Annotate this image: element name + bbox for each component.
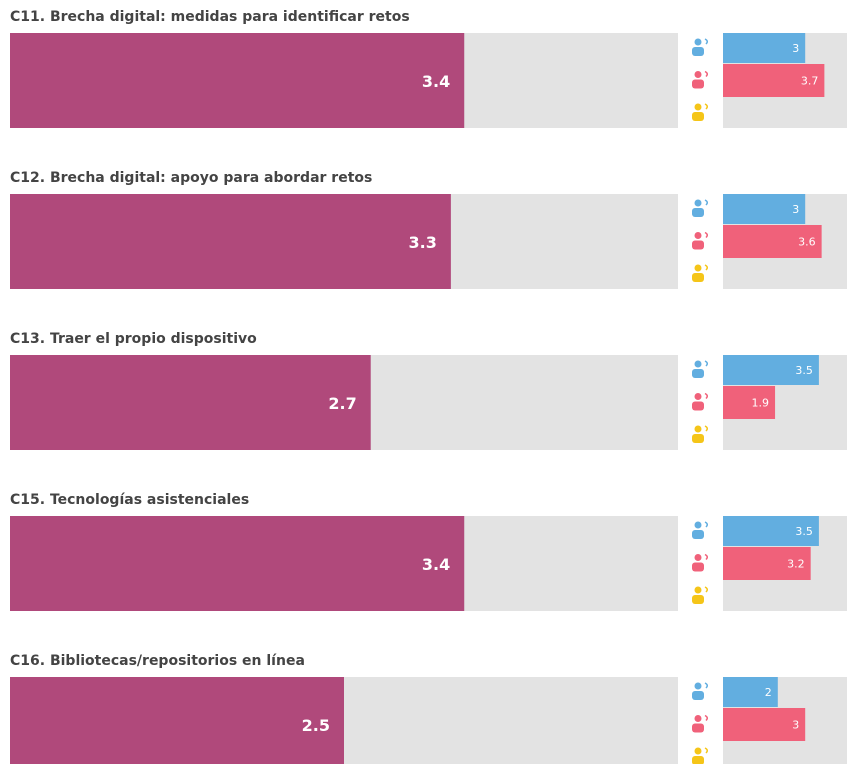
- icon-head: [694, 682, 702, 690]
- person-icon: [692, 553, 709, 572]
- small-bar-label: 3: [792, 203, 799, 216]
- icon-body: [692, 562, 704, 572]
- icon-body: [692, 595, 704, 604]
- icon-body: [692, 79, 704, 89]
- person-icon: [692, 360, 709, 378]
- person-icon: [692, 682, 709, 700]
- icon-body: [692, 369, 704, 378]
- small-bar: [723, 708, 806, 741]
- icon-head: [694, 71, 702, 78]
- person-icon: [692, 70, 709, 89]
- person-icon: [692, 38, 709, 56]
- icon-sign: [704, 521, 709, 528]
- bar-label: 3.3: [409, 233, 437, 252]
- icon-body: [692, 401, 704, 411]
- icon-body: [692, 240, 704, 250]
- bar-label: 3.4: [422, 72, 450, 91]
- icon-sign: [704, 103, 709, 110]
- icon-head: [694, 393, 702, 400]
- icon-body: [692, 273, 704, 282]
- icon-sign: [704, 264, 709, 271]
- small-bar: [723, 64, 825, 97]
- small-bar: [723, 33, 806, 63]
- icon-body: [692, 434, 704, 443]
- small-bar-label: 1.9: [752, 397, 770, 410]
- small-bar: [723, 547, 811, 580]
- icon-head: [694, 554, 702, 561]
- person-icon: [692, 747, 709, 764]
- bar: [10, 355, 371, 450]
- icon-head: [694, 425, 702, 433]
- person-icon: [692, 586, 709, 604]
- icon-head: [694, 232, 702, 239]
- section-title: C16. Bibliotecas/repositorios en línea: [10, 653, 305, 669]
- small-bar-label: 2: [765, 686, 772, 699]
- icon-sign: [704, 747, 709, 754]
- section-title: C15. Tecnologías asistenciales: [10, 492, 249, 508]
- bar-label: 2.7: [328, 394, 356, 413]
- icon-sign: [704, 360, 709, 367]
- icon-sign: [704, 38, 709, 45]
- person-icon: [692, 264, 709, 282]
- icon-head: [694, 586, 702, 594]
- icon-sign: [704, 231, 709, 239]
- icon-head: [694, 103, 702, 111]
- small-bar: [723, 194, 806, 224]
- small-bar: [723, 225, 822, 258]
- icon-body: [692, 691, 704, 700]
- icon-head: [694, 521, 702, 529]
- bar: [10, 677, 344, 764]
- icon-sign: [704, 70, 709, 78]
- person-icon: [692, 714, 709, 733]
- bar: [10, 33, 465, 128]
- icon-sign: [704, 199, 709, 206]
- small-bar-label: 3.5: [795, 525, 813, 538]
- person-icon: [692, 521, 709, 539]
- icon-head: [694, 38, 702, 46]
- icon-body: [692, 208, 704, 217]
- icon-head: [694, 747, 702, 755]
- person-icon: [692, 392, 709, 411]
- bar-label: 3.4: [422, 555, 450, 574]
- small-bar: [723, 516, 819, 546]
- small-bar-label: 3.7: [801, 75, 819, 88]
- bar-label: 2.5: [302, 716, 330, 735]
- icon-sign: [704, 553, 709, 561]
- section-title: C11. Brecha digital: medidas para identi…: [10, 9, 410, 25]
- icon-body: [692, 112, 704, 121]
- section-title: C12. Brecha digital: apoyo para abordar …: [10, 170, 372, 186]
- small-bar-label: 3.5: [795, 364, 813, 377]
- icon-sign: [704, 392, 709, 400]
- bar: [10, 516, 465, 611]
- small-bar-label: 3.2: [787, 558, 805, 571]
- small-bar-label: 3: [792, 719, 799, 732]
- section-title: C13. Traer el propio dispositivo: [10, 331, 257, 347]
- small-bar-label: 3: [792, 42, 799, 55]
- person-icon: [692, 103, 709, 121]
- small-bar: [723, 677, 778, 707]
- icon-sign: [704, 425, 709, 432]
- person-icon: [692, 231, 709, 250]
- icon-sign: [704, 682, 709, 689]
- icon-head: [694, 715, 702, 722]
- small-bar-label: 3.6: [798, 236, 816, 249]
- icon-body: [692, 723, 704, 733]
- icon-head: [694, 199, 702, 207]
- icon-body: [692, 756, 704, 764]
- icon-sign: [704, 714, 709, 722]
- small-bar: [723, 355, 819, 385]
- person-icon: [692, 425, 709, 443]
- icon-head: [694, 360, 702, 368]
- icon-head: [694, 264, 702, 272]
- bar: [10, 194, 451, 289]
- icon-sign: [704, 586, 709, 593]
- icon-body: [692, 530, 704, 539]
- icon-body: [692, 47, 704, 56]
- person-icon: [692, 199, 709, 217]
- small-bar: [723, 386, 776, 419]
